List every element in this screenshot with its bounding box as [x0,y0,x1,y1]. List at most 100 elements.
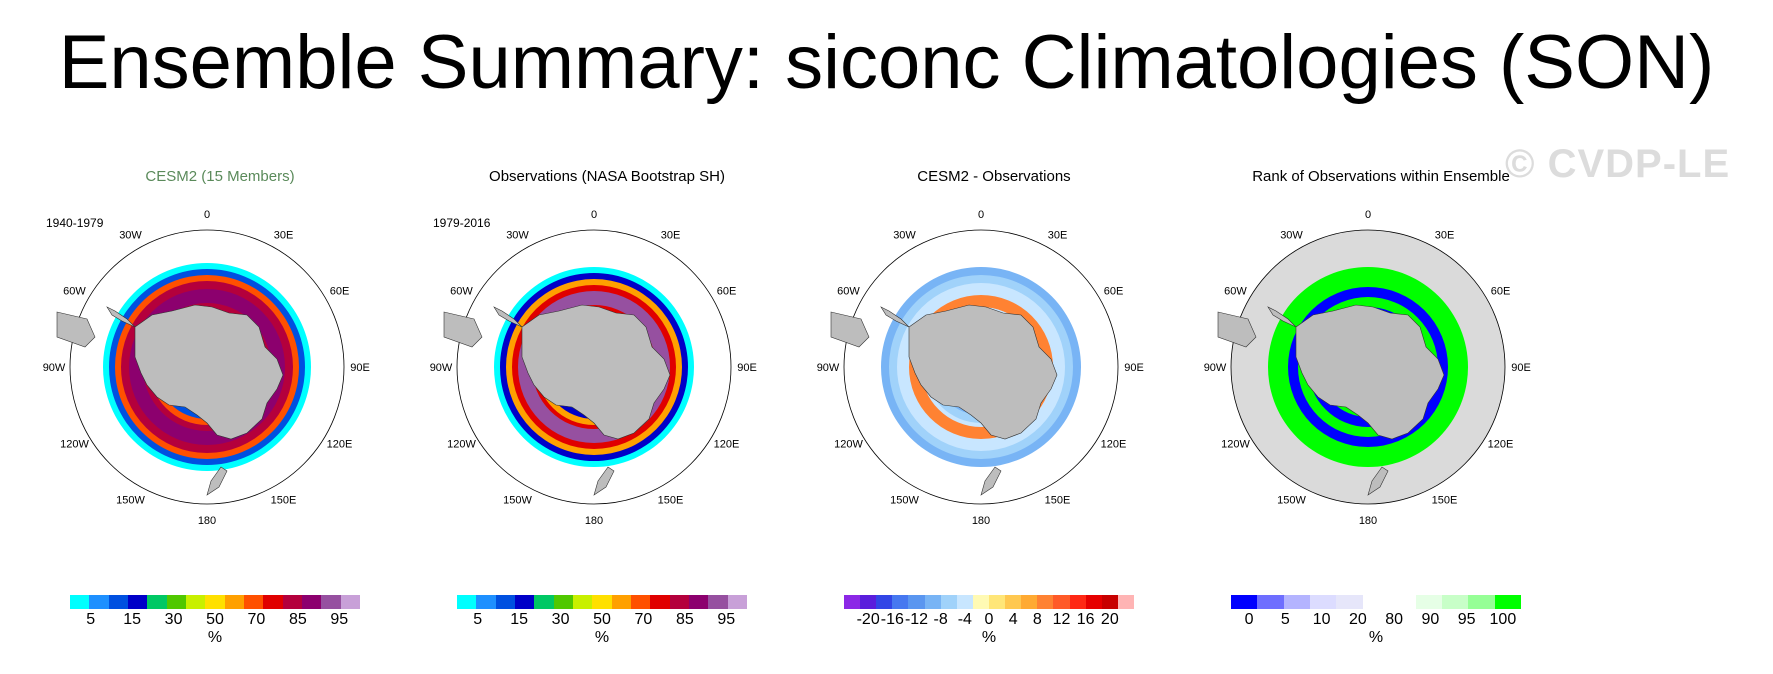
panel-title: Rank of Observations within Ensemble [1252,168,1510,185]
colorbar-unit: % [207,629,223,646]
new-zealand-landmass [980,466,1002,496]
colorbar-swatch [844,595,861,609]
colorbar-tick-label: 30 [164,611,183,628]
longitude-label: 60E [1104,286,1124,298]
colorbar-swatch [1310,595,1337,609]
panel-cesm2: CESM2 (15 Members) 1940-1979 0 30E 60E 90E 1… [0,160,440,660]
colorbar-swatch [669,595,690,609]
colorbar-swatch [166,595,187,609]
colorbar-swatch [708,595,729,609]
antarctic-peninsula [493,306,523,328]
antarctica-landmass [1295,304,1445,440]
longitude-label: 0 [978,209,984,221]
panel-title: CESM2 - Observations [917,168,1071,185]
longitude-label: 60E [1491,286,1511,298]
longitude-label: 120E [1101,439,1127,451]
longitude-label: 120W [1221,439,1250,451]
colorbar-swatch [1336,595,1364,609]
colorbar-swatch [495,595,516,609]
south-america-landmass [1217,311,1257,348]
colorbar-swatch [553,595,574,609]
colorbar-tick-label: 15 [510,611,529,628]
panel-title: CESM2 (15 Members) [145,168,295,185]
colorbar-swatch [972,595,990,609]
colorbar-tick-label: 95 [717,611,736,628]
colorbar: 5 15 30 50 70 85 95% [70,595,400,655]
colorbar-tick-label: 95 [1457,611,1476,628]
colorbar-swatch [186,595,206,609]
colorbar-swatch [128,595,148,609]
longitude-label: 60E [717,286,737,298]
colorbar-tick-label: -16 [880,611,904,628]
colorbar-swatch [1441,595,1469,609]
longitude-label: 150W [890,495,919,507]
longitude-label: 150E [1432,495,1458,507]
colorbar-tick-label: 0 [1244,611,1254,628]
colorbar-swatch [573,595,593,609]
colorbar-swatch [956,595,974,609]
south-america-landmass [56,311,96,348]
colorbar-tick-label: 5 [1280,611,1290,628]
colorbar-swatch [302,595,322,609]
colorbar-swatch [689,595,709,609]
panel-difference: CESM2 - Observations 0 30E 60E 90E 120E 150E 1… [774,160,1214,660]
new-zealand-landmass [206,466,228,496]
longitude-label: 30W [1280,229,1303,241]
colorbar: 0 5 10 20 80 90 95 100% [1231,595,1561,655]
polar-map: 0 30E 60E 90E 120E 150E 180 150W 120W 90W 60W 30W [430,209,757,527]
colorbar-swatch [340,595,361,609]
colorbar-tick-label: -8 [933,611,948,628]
longitude-label: 150E [658,495,684,507]
new-zealand-landmass [593,466,615,496]
colorbar-swatch [1021,595,1038,609]
longitude-label: 90E [1511,362,1531,374]
colorbar-swatch [1101,595,1119,609]
longitude-label: 60E [330,286,350,298]
longitude-label: 90W [430,362,453,374]
panel-rank: Rank of Observations within Ensemble 0 30… [1161,160,1601,660]
south-america-landmass [830,311,870,348]
colorbar-tick-label: 8 [1032,611,1042,628]
colorbar-swatch [1037,595,1054,609]
longitude-label: 0 [591,209,597,221]
colorbar-tick-label: 50 [593,611,611,628]
longitude-label: 180 [585,515,603,527]
antarctic-peninsula [1267,306,1297,328]
colorbar-swatch [108,595,129,609]
longitude-label: 30E [661,229,681,241]
antarctica-landmass [134,304,284,440]
colorbar-swatch [1415,595,1443,609]
longitude-label: 150W [503,495,532,507]
colorbar-swatch [908,595,926,609]
longitude-label: 30W [893,229,916,241]
colorbar-swatch [727,595,748,609]
antarctica-landmass [908,304,1058,440]
colorbar-swatch [924,595,942,609]
colorbar-tick-label: 0 [984,611,994,628]
colorbar-tick-label: 10 [1312,611,1331,628]
colorbar-swatch [650,595,671,609]
panel-observations: Observations (NASA Bootstrap SH) 1979-20… [387,160,827,660]
longitude-label: 180 [972,515,990,527]
colorbar-swatch [476,595,497,609]
watermark: © CVDP-LE [1505,142,1731,186]
period-label: 1979-2016 [433,216,491,230]
longitude-label: 90E [1124,362,1144,374]
colorbar-swatch [147,595,168,609]
longitude-label: 120W [447,439,476,451]
colorbar-tick-label: 5 [86,611,96,628]
longitude-label: 60W [63,286,86,298]
colorbar-swatch [631,595,651,609]
longitude-label: 180 [198,515,216,527]
longitude-label: 0 [204,209,210,221]
colorbar-tick-label: 15 [123,611,142,628]
longitude-label: 90W [817,362,840,374]
colorbar-tick-label: 85 [288,611,307,628]
polar-map: 0 30E 60E 90E 120E 150E 180 150W 120W 90W 60W 30W [817,209,1144,527]
colorbar-swatch [1468,595,1496,609]
colorbar-tick-label: 70 [634,611,653,628]
colorbar-swatch [1053,595,1071,609]
longitude-label: 120W [834,439,863,451]
colorbar-tick-label: 90 [1421,611,1440,628]
colorbar-swatch [457,595,477,609]
